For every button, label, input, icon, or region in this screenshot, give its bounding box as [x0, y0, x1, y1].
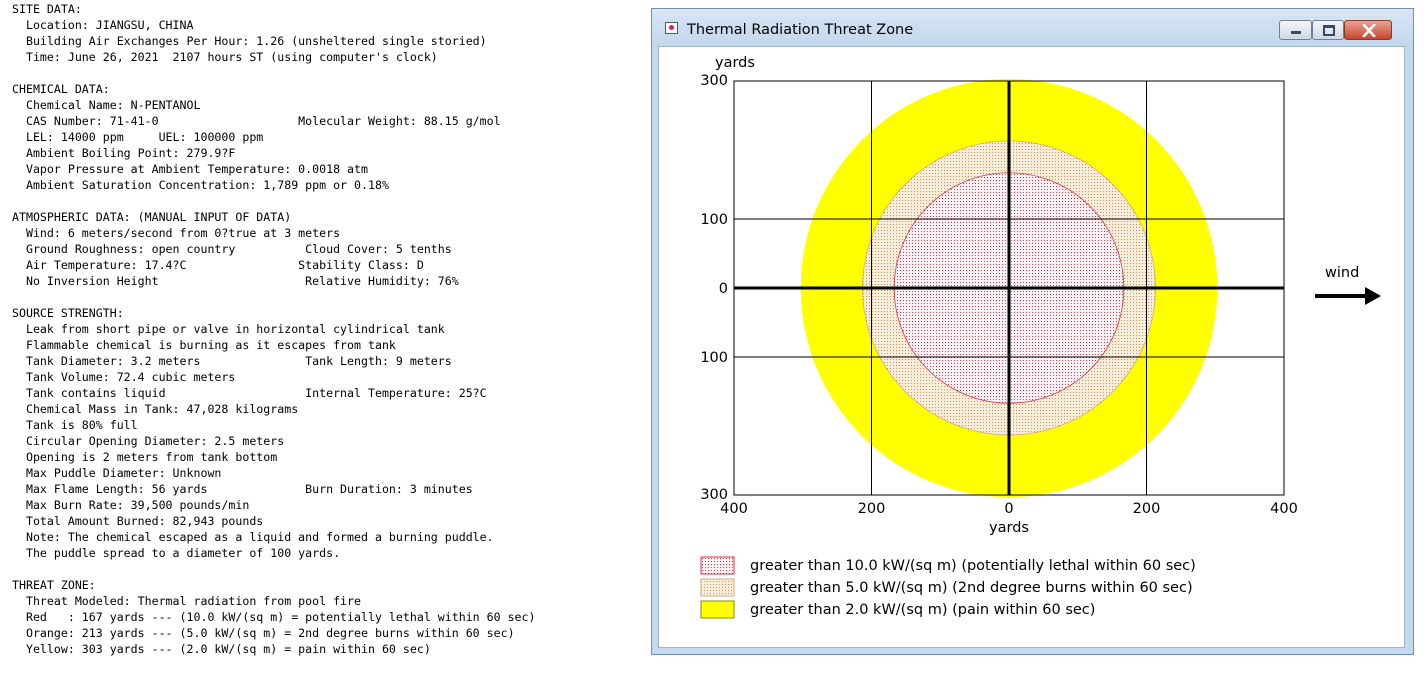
- title-bar[interactable]: Thermal Radiation Threat Zone: [652, 9, 1413, 47]
- legend-label-yellow: greater than 2.0 kW/(sq m) (pain within …: [750, 602, 1095, 618]
- wind-label: wind: [1325, 265, 1359, 281]
- y-tick-label: 300: [700, 73, 728, 89]
- window-title: Thermal Radiation Threat Zone: [687, 22, 914, 38]
- minimize-button[interactable]: [1279, 20, 1312, 40]
- close-icon: [1362, 24, 1376, 37]
- report-line: Chemical Mass in Tank: 47,028 kilograms: [12, 402, 299, 416]
- wind-arrow-head: [1365, 287, 1381, 305]
- report-line: Max Puddle Diameter: Unknown: [12, 466, 222, 480]
- report-line: Total Amount Burned: 82,943 pounds: [12, 514, 264, 528]
- report-line: Flammable chemical is burning as it esca…: [12, 338, 396, 352]
- report-line: Ambient Boiling Point: 279.9?F: [12, 146, 236, 160]
- report-line: [12, 193, 642, 209]
- y-tick-label: 100: [700, 350, 728, 366]
- x-tick-label: 400: [720, 501, 748, 517]
- report-line: LEL: 14000 ppm UEL: 100000 ppm: [12, 130, 264, 144]
- report-line: Note: The chemical escaped as a liquid a…: [12, 530, 494, 544]
- x-tick-label: 200: [1133, 501, 1161, 517]
- legend-swatch-yellow: [700, 600, 735, 619]
- legend-label-red: greater than 10.0 kW/(sq m) (potentially…: [750, 558, 1196, 574]
- report-line: Tank Volume: 72.4 cubic meters: [12, 370, 236, 384]
- y-axis-unit-label: yards: [715, 55, 755, 71]
- maximize-button[interactable]: [1312, 20, 1344, 40]
- report-line: Opening is 2 meters from tank bottom: [12, 450, 278, 464]
- report-line: Red : 167 yards --- (10.0 kW/(sq m) = po…: [12, 610, 536, 624]
- report-line: [12, 65, 642, 81]
- x-tick-label: 400: [1270, 501, 1298, 517]
- report-line: Tank contains liquid Internal Temperatur…: [12, 386, 487, 400]
- y-tick-label: 100: [700, 212, 728, 228]
- report-line: Threat Modeled: Thermal radiation from p…: [12, 594, 362, 608]
- report-line: Wind: 6 meters/second from 0?true at 3 m…: [12, 226, 341, 240]
- report-line: Air Temperature: 17.4?C Stability Class:…: [12, 258, 424, 272]
- report-line: Orange: 213 yards --- (5.0 kW/(sq m) = 2…: [12, 626, 515, 640]
- legend-label-orange: greater than 5.0 kW/(sq m) (2nd degree b…: [750, 580, 1193, 596]
- threat-report-text: SITE DATA: Location: JIANGSU, CHINA Buil…: [12, 1, 642, 657]
- report-line: Tank is 80% full: [12, 418, 138, 432]
- threat-zone-window: Thermal Radiation Threat Zone 30: [651, 8, 1414, 655]
- x-axis-unit-label: yards: [989, 520, 1029, 536]
- report-line: SITE DATA:: [12, 2, 82, 16]
- app-icon[interactable]: [665, 22, 678, 34]
- report-line: Time: June 26, 2021 2107 hours ST (using…: [12, 50, 438, 64]
- report-line: No Inversion Height Relative Humidity: 7…: [12, 274, 459, 288]
- close-button[interactable]: [1344, 20, 1392, 40]
- legend-swatch-orange: [700, 578, 735, 597]
- report-line: SOURCE STRENGTH:: [12, 306, 124, 320]
- report-line: Location: JIANGSU, CHINA: [12, 18, 194, 32]
- y-tick-label: 300: [700, 487, 728, 503]
- report-line: Max Flame Length: 56 yards Burn Duration…: [12, 482, 473, 496]
- report-line: Chemical Name: N-PENTANOL: [12, 98, 201, 112]
- report-line: Yellow: 303 yards --- (2.0 kW/(sq m) = p…: [12, 642, 431, 656]
- report-line: The puddle spread to a diameter of 100 y…: [12, 546, 341, 560]
- report-line: Leak from short pipe or valve in horizon…: [12, 322, 445, 336]
- x-tick-label: 200: [858, 501, 886, 517]
- y-tick-label: 0: [719, 281, 728, 297]
- chart-area: 300 100 0 100 300 400 200 0 200 400 yards yards wind…: [658, 46, 1405, 648]
- report-line: ATMOSPHERIC DATA: (MANUAL INPUT OF DATA): [12, 210, 292, 224]
- report-line: Circular Opening Diameter: 2.5 meters: [12, 434, 285, 448]
- report-line: Building Air Exchanges Per Hour: 1.26 (u…: [12, 34, 487, 48]
- report-line: [12, 289, 642, 305]
- report-line: Max Burn Rate: 39,500 pounds/min: [12, 498, 250, 512]
- report-line: Ambient Saturation Concentration: 1,789 …: [12, 178, 389, 192]
- report-line: Ground Roughness: open country Cloud Cov…: [12, 242, 452, 256]
- report-line: THREAT ZONE:: [12, 578, 96, 592]
- x-tick-label: 0: [1004, 501, 1013, 517]
- report-line: Vapor Pressure at Ambient Temperature: 0…: [12, 162, 368, 176]
- report-line: CAS Number: 71-41-0 Molecular Weight: 88…: [12, 114, 501, 128]
- report-line: Tank Diameter: 3.2 meters Tank Length: 9…: [12, 354, 452, 368]
- report-line: CHEMICAL DATA:: [12, 82, 110, 96]
- legend-swatch-red: [700, 556, 735, 575]
- report-line: [12, 561, 642, 577]
